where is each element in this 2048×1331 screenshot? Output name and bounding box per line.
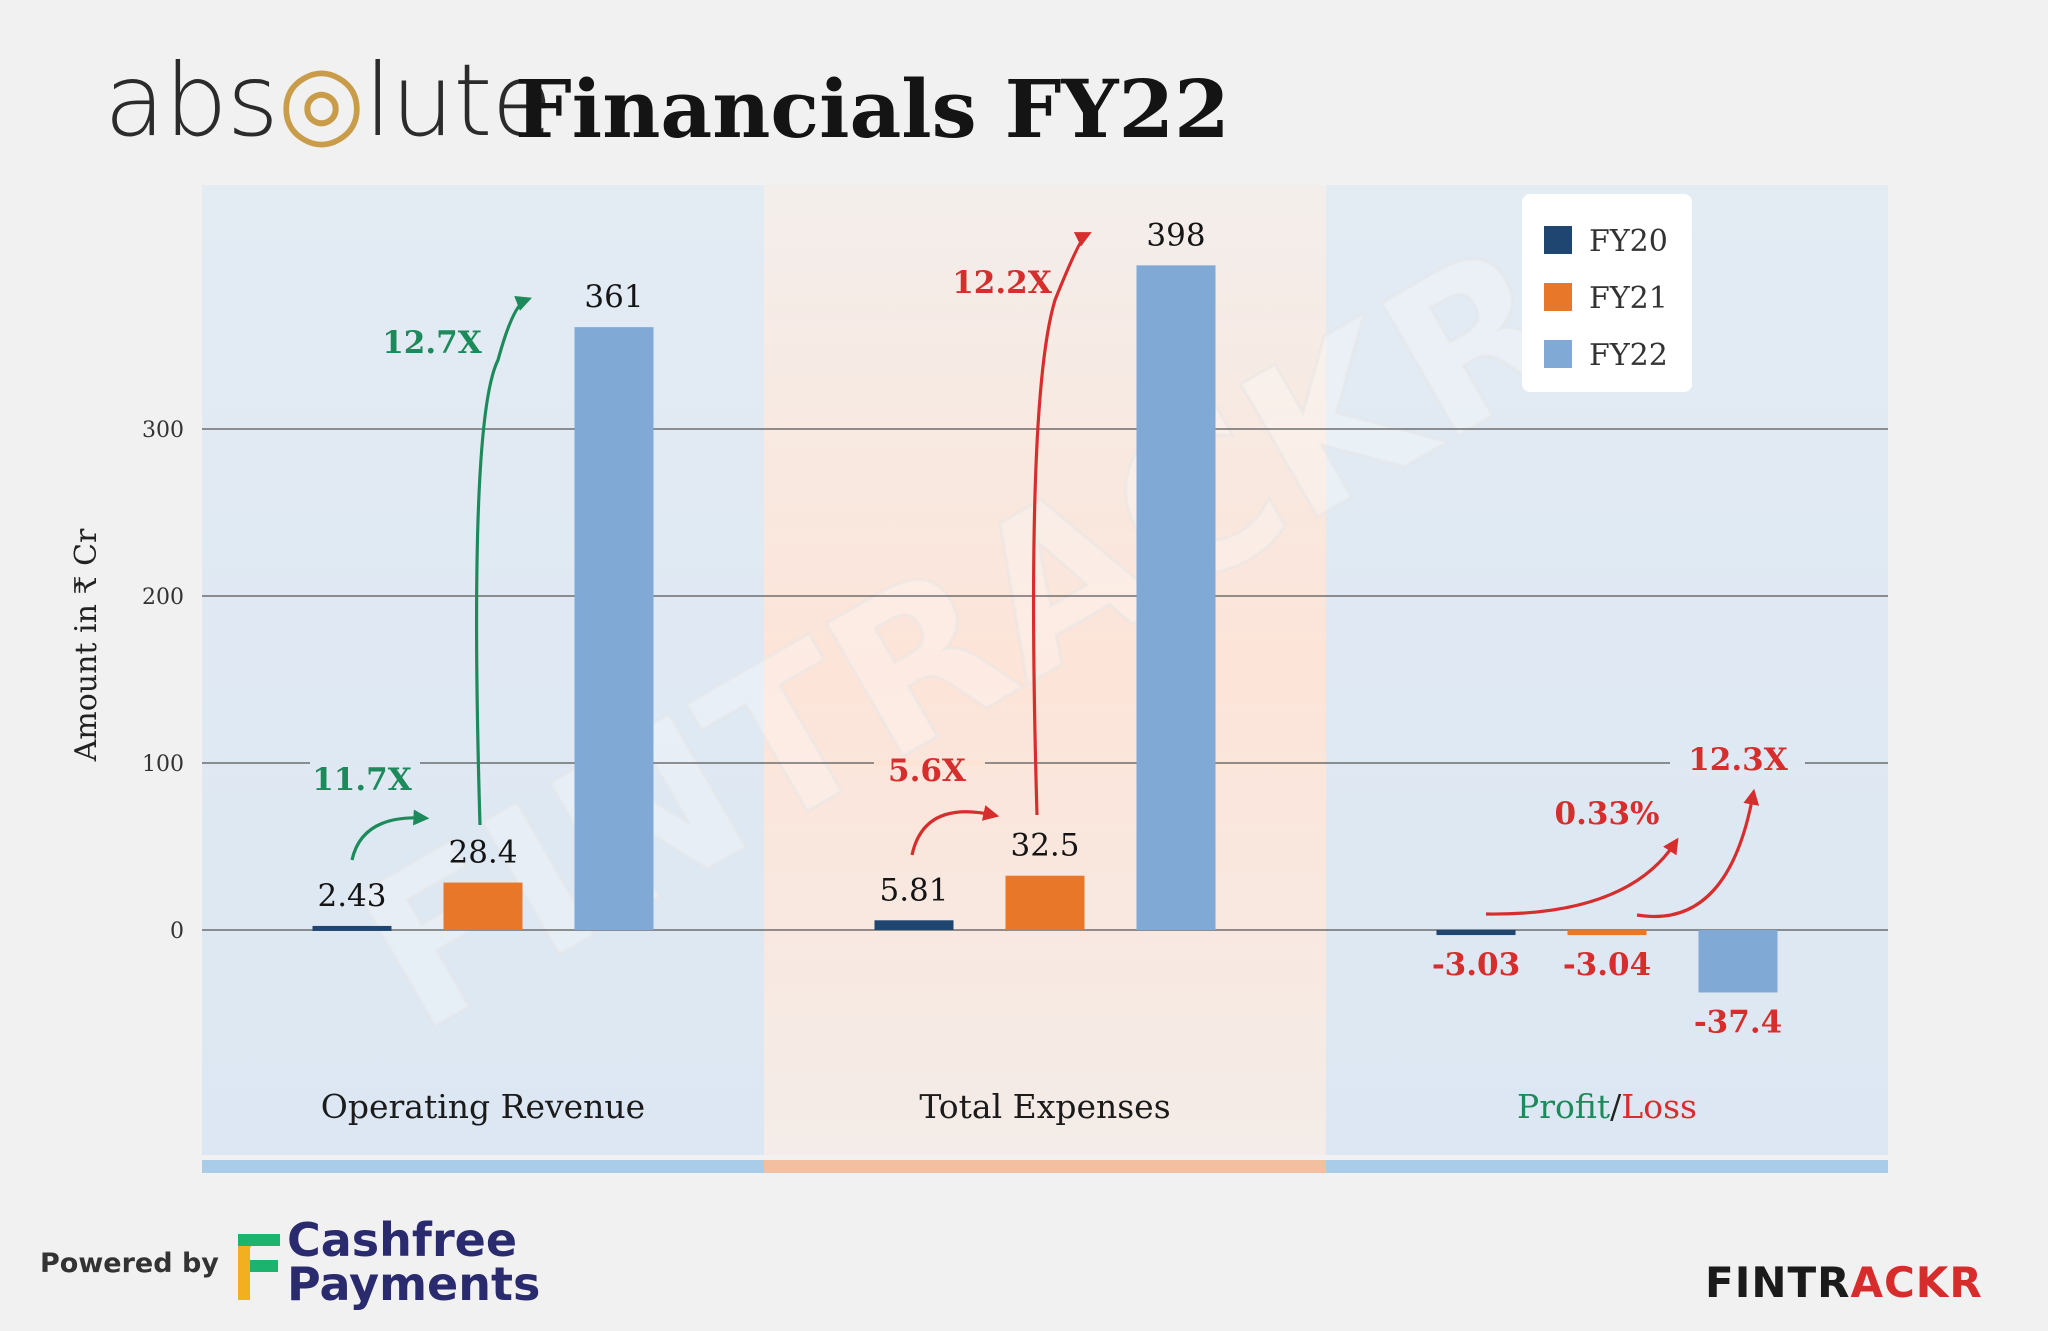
gridline-gap: [310, 760, 420, 766]
fintrackr-logo: FINTRACKR: [1705, 1258, 1983, 1307]
category-panel-strip: [1326, 1160, 1888, 1173]
data-label: 2.43: [317, 878, 386, 914]
logo-text-end: lute: [364, 42, 553, 159]
cashfree-line-1: Cashfree: [287, 1213, 518, 1267]
data-label: -3.04: [1563, 947, 1651, 983]
footer: Powered by Cashfree Payments FINTRACKR: [0, 1200, 2048, 1331]
fintrackr-logo-part-1: FINTR: [1705, 1258, 1851, 1307]
growth-arrow: [1485, 837, 1679, 916]
bar-fy21: [1005, 875, 1085, 930]
logo-text-start: abs: [104, 42, 279, 159]
profit-word: Profit: [1517, 1087, 1610, 1126]
cashfree-logo-icon: [238, 1234, 280, 1300]
bar-fy20: [1436, 930, 1516, 936]
y-tick-label: 0: [170, 919, 184, 944]
bar-fy20: [312, 925, 392, 931]
category-panel-background: [202, 185, 764, 1155]
page-title: Financials FY22: [515, 62, 1230, 156]
growth-label: 12.3X: [1688, 742, 1789, 778]
data-label: 32.5: [1010, 828, 1079, 864]
data-label: 361: [584, 279, 643, 315]
legend-label: FY22: [1589, 338, 1668, 373]
bar-fy21: [443, 882, 523, 930]
company-logo: abs◎lute: [104, 42, 553, 159]
legend-swatch-fy22: [1544, 340, 1572, 368]
category-label: Total Expenses: [919, 1087, 1170, 1126]
legend-label: FY21: [1589, 281, 1668, 316]
fintrackr-logo-part-2: ACKR: [1850, 1258, 1983, 1307]
slash: /: [1610, 1087, 1622, 1126]
logo-seed-icon: ◎: [277, 42, 365, 159]
bar-fy22: [574, 327, 654, 930]
category-panel-strip: [764, 1160, 1326, 1173]
legend-swatch-fy21: [1544, 283, 1572, 311]
y-tick-label: 300: [142, 418, 184, 443]
legend-swatch-fy20: [1544, 226, 1572, 254]
growth-arrow: [474, 295, 532, 826]
data-label: 398: [1146, 217, 1205, 253]
growth-label: 5.6X: [888, 753, 967, 789]
category-panel-strip: [202, 1160, 764, 1173]
bar-fy21: [1567, 930, 1647, 936]
bar-fy20: [874, 920, 954, 930]
bar-fy22: [1136, 265, 1216, 931]
bar-fy22: [1698, 930, 1778, 993]
cashfree-line-2: Payments: [287, 1257, 541, 1311]
growth-arrow: [350, 809, 430, 861]
growth-arrow: [910, 805, 1000, 856]
cashfree-wordmark: Cashfree Payments: [287, 1213, 547, 1311]
growth-label: 12.7X: [382, 325, 483, 361]
gridline-gap: [874, 760, 985, 766]
data-label: 5.81: [879, 872, 948, 908]
loss-word: Loss: [1621, 1087, 1697, 1126]
data-label: -37.4: [1694, 1004, 1782, 1040]
data-label: 28.4: [448, 835, 517, 871]
growth-label: 0.33%: [1555, 796, 1660, 832]
data-label: -3.03: [1432, 947, 1520, 983]
gridline-gap: [1670, 760, 1805, 766]
growth-label: 11.7X: [312, 762, 413, 798]
legend-label: FY20: [1589, 224, 1668, 259]
y-axis-label: Amount in ₹ Cr: [69, 528, 104, 762]
y-tick-label: 100: [142, 752, 184, 777]
y-tick-label: 200: [142, 585, 184, 610]
growth-arrow: [1636, 788, 1760, 918]
growth-label: 12.2X: [952, 265, 1053, 301]
powered-by-label: Powered by: [40, 1248, 219, 1279]
category-label: Profit/Loss: [1517, 1087, 1697, 1126]
header: abs◎lute Financials FY22: [0, 0, 2048, 180]
growth-arrow: [1031, 232, 1092, 816]
category-label: Operating Revenue: [321, 1087, 645, 1126]
